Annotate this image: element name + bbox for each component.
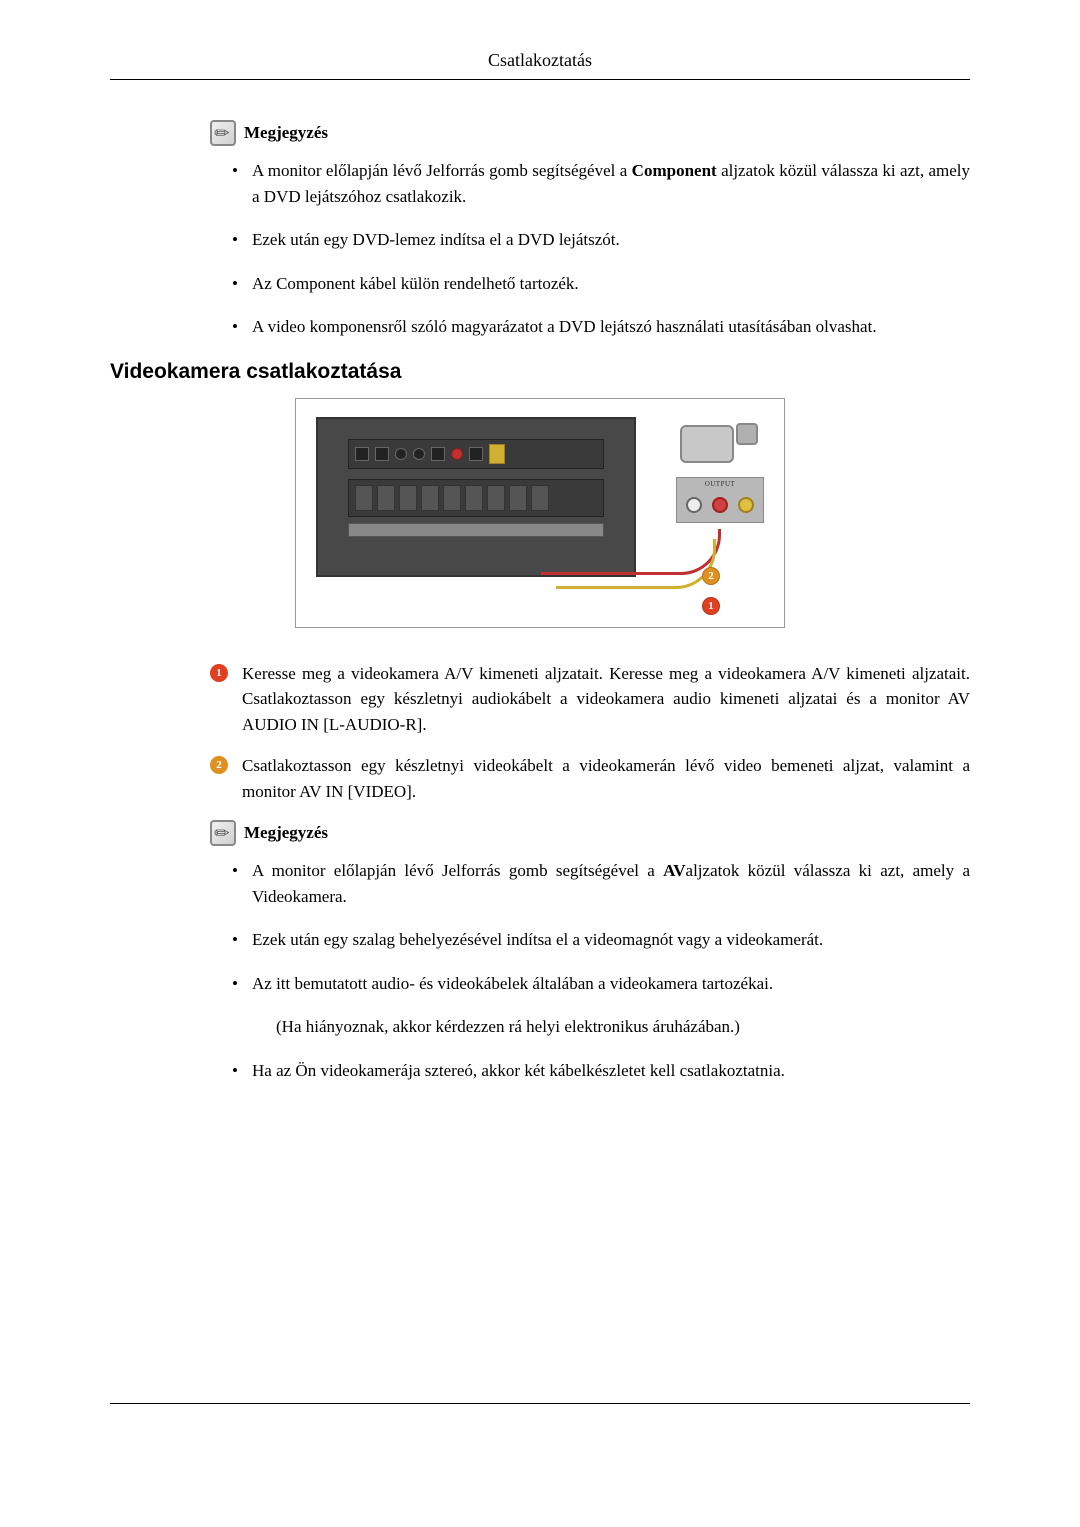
note2-item-1: Ezek után egy szalag behelyezésével indí… [228,927,970,953]
port-strip-top [348,439,604,469]
step-text-2: Csatlakoztasson egy készletnyi videokábe… [242,753,970,804]
connector-icon [531,485,549,511]
note1-list: A monitor előlapján lévő Jelforrás gomb … [228,158,970,340]
connector-icon [487,485,505,511]
cable-yellow [556,539,716,589]
footer-rule [110,1403,970,1404]
note-section-2: Megjegyzés A monitor előlapján lévő Jelf… [210,820,970,1083]
connector-icon [509,485,527,511]
port-icon [375,447,389,461]
note1-item-0: A monitor előlapján lévő Jelforrás gomb … [228,158,970,209]
note-icon [210,120,236,146]
note-label: Megjegyzés [244,823,328,843]
connector-icon [465,485,483,511]
note-icon [210,820,236,846]
port-icon [489,444,505,464]
callout-1: 1 [702,597,720,615]
connector-icon [443,485,461,511]
port-icon [431,447,445,461]
port-icon [355,447,369,461]
audio-jack-red [712,497,728,513]
connector-icon [421,485,439,511]
camcorder-icon [680,421,760,467]
port-icon [395,448,407,460]
audio-jack-white [686,497,702,513]
step-2: 2 Csatlakoztasson egy készletnyi videoká… [210,753,970,804]
port-icon [469,447,483,461]
note-header: Megjegyzés [210,820,970,846]
connector-icon [355,485,373,511]
video-jack-yellow [738,497,754,513]
note-label: Megjegyzés [244,123,328,143]
output-label: OUTPUT [677,480,763,488]
output-panel: OUTPUT [676,477,764,523]
connector-icon [377,485,395,511]
port-strip-bottom [348,479,604,517]
step-bullet-1: 1 [210,664,228,682]
connection-diagram: OUTPUT 2 1 [295,398,785,628]
port-icon [451,448,463,460]
note1-item-3: A video komponensről szóló magyarázatot … [228,314,970,340]
page-header: Csatlakoztatás [110,50,970,80]
camcorder-body [680,425,734,463]
camcorder-lens [736,423,758,445]
step-1: 1 Keresse meg a videokamera A/V kimeneti… [210,661,970,738]
note2-item-3: Ha az Ön videokamerája sztereó, akkor ké… [228,1058,970,1084]
step-text-1: Keresse meg a videokamera A/V kimeneti a… [242,661,970,738]
note2-list: A monitor előlapján lévő Jelforrás gomb … [228,858,970,1083]
port-icon [413,448,425,460]
note2-item-0: A monitor előlapján lévő Jelforrás gomb … [228,858,970,909]
note1-item-2: Az Component kábel külön rendelhető tart… [228,271,970,297]
note2-sub: (Ha hiányoznak, akkor kérdezzen rá helyi… [276,1014,970,1040]
note-header: Megjegyzés [210,120,970,146]
section-title: Videokamera csatlakoztatása [110,360,970,384]
note-section-1: Megjegyzés A monitor előlapján lévő Jelf… [210,120,970,340]
note1-item-1: Ezek után egy DVD-lemez indítsa el a DVD… [228,227,970,253]
step-bullet-2: 2 [210,756,228,774]
note2-item-2: Az itt bemutatott audio- és videokábelek… [228,971,970,1040]
diagram-container: OUTPUT 2 1 [110,398,970,633]
callout-2: 2 [702,567,720,585]
connector-icon [399,485,417,511]
numbered-steps: 1 Keresse meg a videokamera A/V kimeneti… [210,661,970,805]
